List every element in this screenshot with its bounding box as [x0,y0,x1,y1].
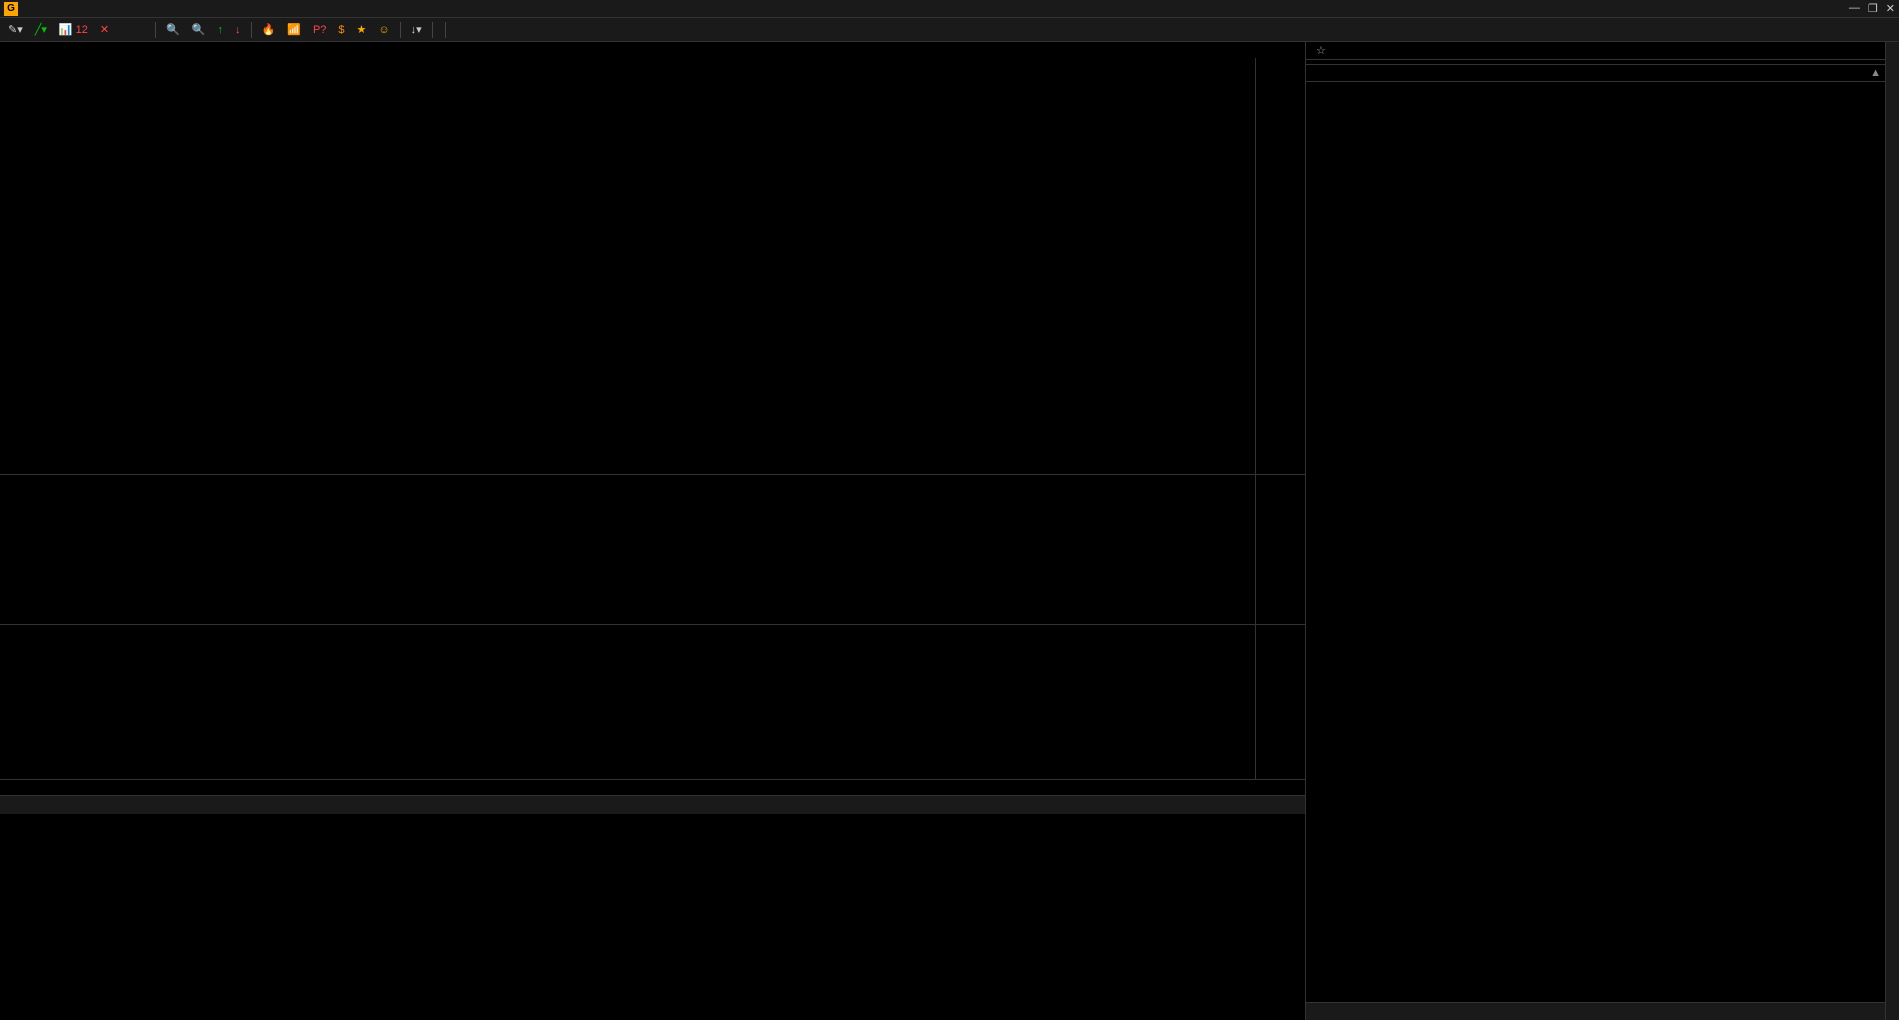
macd-axis [1255,625,1305,779]
up-arrow-icon[interactable]: ↑ [214,24,228,36]
volume-axis [1255,475,1305,624]
tick-h-price [1380,67,1841,79]
star-icon[interactable]: ★ [353,23,371,36]
zoom-in-button[interactable]: 🔍 [162,23,184,36]
price-chart[interactable] [0,58,1305,475]
tick-h-time [1310,67,1380,79]
scrollbar[interactable] [1885,42,1899,1020]
indicator-tabs [0,796,1305,814]
tb-x[interactable]: ✕ [96,23,113,36]
quote-panel: ☆ ▲ [1305,42,1885,1020]
favorite-star-icon[interactable]: ☆ [1316,44,1326,57]
app-logo-icon: G [4,2,18,16]
smile-icon[interactable]: ☺ [374,24,393,36]
order-button[interactable]: ↓▾ [407,23,426,36]
window-controls: — ❐ ✕ [1849,2,1895,15]
toolbar: ✎▾ ╱▾ 📊 12 ✕ 🔍 🔍 ↑ ↓ 🔥 📶 P? $ ★ ☺ ↓▾ [0,18,1899,42]
p-icon[interactable]: P? [309,24,330,36]
price-axis [1255,58,1305,474]
tick-header: ▲ [1306,64,1885,82]
time-axis [0,780,1305,796]
quote-header: ☆ [1306,42,1885,60]
cursor-tool-icon[interactable]: ✎▾ [4,23,27,36]
flame-icon[interactable]: 🔥 [258,23,280,36]
down-arrow-icon[interactable]: ↓ [231,24,245,36]
zoom-out-button[interactable]: 🔍 [188,23,210,36]
line-tool-icon[interactable]: ╱▾ [31,23,51,36]
dollar-icon[interactable]: $ [334,24,348,36]
tick-list[interactable] [1306,82,1885,1002]
tb-num[interactable]: 📊 12 [55,23,92,36]
signal-icon[interactable]: 📶 [283,23,305,36]
macd-chart[interactable] [0,625,1305,780]
tick-h-qty: ▲ [1841,67,1881,79]
quote-bottom-tabs [1306,1002,1885,1020]
close-icon[interactable]: ✕ [1886,2,1895,15]
maximize-icon[interactable]: ❐ [1868,2,1878,15]
minimize-icon[interactable]: — [1849,2,1860,15]
title-bar: G — ❐ ✕ [0,0,1899,18]
volume-chart[interactable] [0,475,1305,625]
chart-header [0,42,1305,58]
